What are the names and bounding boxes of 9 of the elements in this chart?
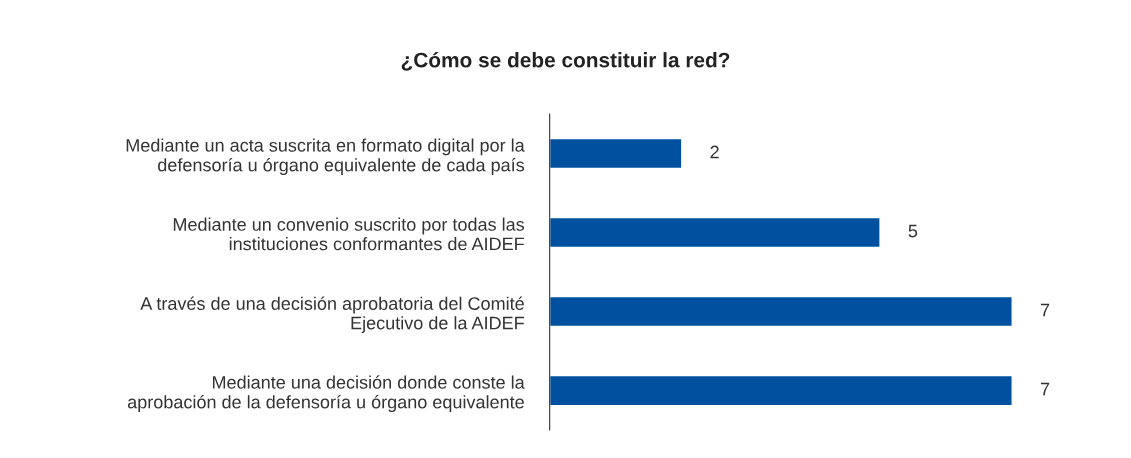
chart-title: ¿Cómo se debe constituir la red? <box>401 51 730 71</box>
data-label: 7 <box>1040 303 1050 317</box>
y-tick-label: Mediante un acta suscrita en formato digital por la defensoría u órgano equivalente de cada país <box>126 138 525 176</box>
y-tick-label: Mediante un convenio suscrito por todas las instituciones conformantes de AIDEF <box>173 217 525 251</box>
y-tick-label: A través de una decisión aprobatoria del Comité Ejecutivo de la AIDEF <box>140 296 524 333</box>
data-label: 7 <box>1040 382 1050 396</box>
y-tick-label: Mediante una decisión donde conste la aprobación de la defensoría u órgano equivalente <box>127 375 525 413</box>
data-label: 5 <box>908 224 918 238</box>
data-label: 2 <box>710 145 719 159</box>
